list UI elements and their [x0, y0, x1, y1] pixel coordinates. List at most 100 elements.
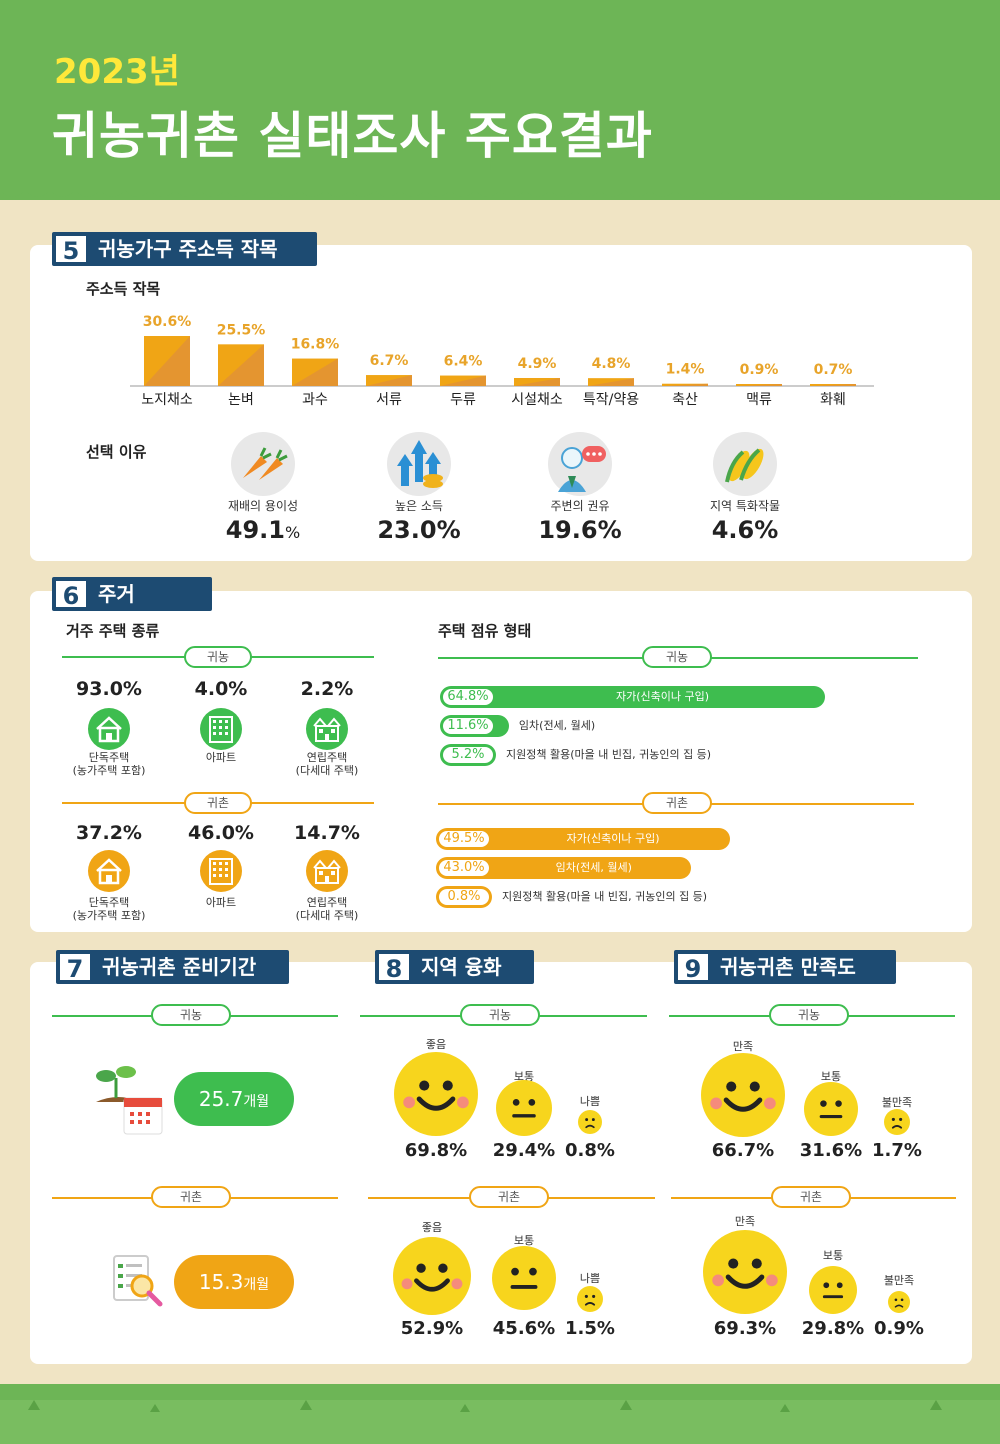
- section-number: 5: [54, 234, 88, 265]
- chart-category-label: 화훼: [820, 392, 846, 408]
- face-value: 69.3%: [713, 1318, 777, 1339]
- house-icon: [88, 850, 130, 892]
- housing-type-label: 아파트: [205, 751, 237, 764]
- rural-tag: 귀촌: [642, 792, 712, 814]
- reason-label: 선택 이유: [86, 443, 147, 461]
- chart-category-label: 서류: [376, 392, 402, 408]
- housing-type-value: 46.0%: [188, 822, 254, 844]
- sad-face-icon: [888, 1291, 910, 1313]
- tenure-value: 43.0%: [439, 860, 489, 876]
- housing-type-label: 단독주택 (농가주택 포함): [72, 896, 146, 922]
- chart-data-label: 0.9%: [740, 362, 779, 378]
- section7-tag: 7 귀농귀촌 준비기간: [56, 950, 289, 984]
- reason-text: 재배의 용이성: [227, 499, 299, 513]
- face-label: 불만족: [883, 1274, 915, 1287]
- tenure-label: 자가(신축이나 구입): [615, 690, 710, 703]
- chart-bar-shade: [218, 344, 264, 386]
- farm-prep-value: 25.7: [198, 1087, 244, 1111]
- chart-data-label: 30.6%: [143, 314, 192, 330]
- header-year: 2023년: [54, 52, 180, 92]
- face-value: 0.8%: [565, 1140, 615, 1161]
- housing-type-value: 2.2%: [300, 678, 354, 700]
- chart-bar-shade: [810, 384, 856, 386]
- rural-tag: 귀촌: [771, 1186, 851, 1208]
- section-title: 지역 융화: [421, 955, 502, 979]
- chart-bar-shade: [662, 383, 708, 386]
- happy-face-icon: [393, 1237, 471, 1315]
- chart-bar-shade: [440, 375, 486, 386]
- face-value: 66.7%: [711, 1140, 775, 1161]
- person-chat-icon: [548, 432, 612, 496]
- tenure-value: 49.5%: [439, 831, 489, 847]
- rural-tag: 귀촌: [151, 1186, 231, 1208]
- section-title: 귀농가구 주소득 작목: [98, 237, 278, 261]
- carrot-icon: [231, 432, 295, 496]
- happy-face-icon: [703, 1230, 787, 1314]
- face-label: 좋음: [425, 1038, 447, 1051]
- tenure-label: 임차(전세, 월세): [518, 719, 596, 732]
- house-icon: [88, 708, 130, 750]
- chart-bar-shade: [366, 375, 412, 386]
- reason-text: 높은 소득: [395, 499, 443, 513]
- sad-face-icon: [884, 1109, 910, 1135]
- section9-tag: 9 귀농귀촌 만족도: [674, 950, 896, 984]
- chart-bar-shade: [292, 358, 338, 386]
- face-label: 보통: [822, 1249, 844, 1262]
- header-banner: [0, 0, 1000, 200]
- face-label: 나쁨: [579, 1272, 601, 1285]
- crop-bar-chart: 30.6% 노지채소 25.5% 논벼 16.8% 과수 6.7% 서류 6.4% 두류 4.9% 시…: [130, 314, 874, 408]
- checklist-magnifier-icon: [108, 1252, 164, 1308]
- reason-value: 4.6%: [711, 516, 779, 544]
- chart-category-label: 특작/약용: [583, 392, 639, 408]
- chart-data-label: 16.8%: [291, 337, 340, 353]
- chart-bar-shade: [144, 336, 190, 386]
- tenure-bar: 49.5% 자가(신축이나 구입): [436, 828, 731, 850]
- chart-category-label: 맥류: [746, 392, 772, 408]
- townhouse-icon: [306, 708, 348, 750]
- section-title: 귀농귀촌 만족도: [720, 955, 856, 979]
- chart-data-label: 1.4%: [666, 362, 705, 378]
- farm-tag: 귀농: [184, 646, 252, 668]
- chart-bar: [366, 375, 412, 386]
- section-number: 9: [676, 952, 710, 983]
- chart-data-label: 6.4%: [444, 354, 483, 370]
- farm-prep-unit: 개월: [243, 1094, 270, 1110]
- rural-prep-value: 15.3: [198, 1270, 244, 1294]
- chart-data-label: 25.5%: [217, 322, 266, 338]
- face-value: 29.4%: [492, 1140, 556, 1161]
- chart-category-label: 노지채소: [141, 392, 193, 408]
- farm-tag: 귀농: [642, 646, 712, 668]
- housing-type-label: 연립주택 (다세대 주택): [295, 896, 359, 922]
- rural-prep-pill: 15.3개월: [174, 1255, 294, 1309]
- header-wave: [0, 176, 1000, 197]
- footer-grass: [0, 1384, 1000, 1444]
- face-label: 만족: [734, 1215, 756, 1228]
- farm-tag: 귀농: [151, 1004, 231, 1026]
- rural-prep-unit: 개월: [243, 1277, 270, 1293]
- tenure-value: 5.2%: [443, 747, 493, 763]
- face-label: 보통: [513, 1070, 535, 1083]
- neutral-face-icon: [804, 1082, 858, 1136]
- farm-tag: 귀농: [769, 1004, 849, 1026]
- section-title: 귀농귀촌 준비기간: [102, 955, 257, 979]
- tenure-label: 임차(전세, 월세): [555, 861, 632, 874]
- housing-type-value: 93.0%: [76, 678, 142, 700]
- reason-value: 49.1%: [203, 516, 323, 544]
- rural-tag: 귀촌: [184, 792, 252, 814]
- neutral-face-icon: [496, 1080, 552, 1136]
- chart-category-label: 시설채소: [511, 392, 563, 408]
- chart-category-label: 과수: [302, 392, 328, 408]
- section-number: 6: [54, 579, 88, 610]
- neutral-face-icon: [492, 1246, 556, 1310]
- face-label: 좋음: [421, 1221, 443, 1234]
- chart-data-label: 4.8%: [592, 356, 631, 372]
- farm-prep-pill: 25.7개월: [174, 1072, 294, 1126]
- tenure-label: 자가(신축이나 구입): [566, 832, 660, 845]
- corn-icon: [713, 432, 777, 496]
- chart-bar: [662, 383, 708, 386]
- face-value: 31.6%: [799, 1140, 863, 1161]
- section5-panel: [30, 245, 972, 561]
- happy-face-icon: [701, 1053, 785, 1137]
- chart-data-label: 0.7%: [814, 362, 853, 378]
- housing-type-value: 37.2%: [76, 822, 142, 844]
